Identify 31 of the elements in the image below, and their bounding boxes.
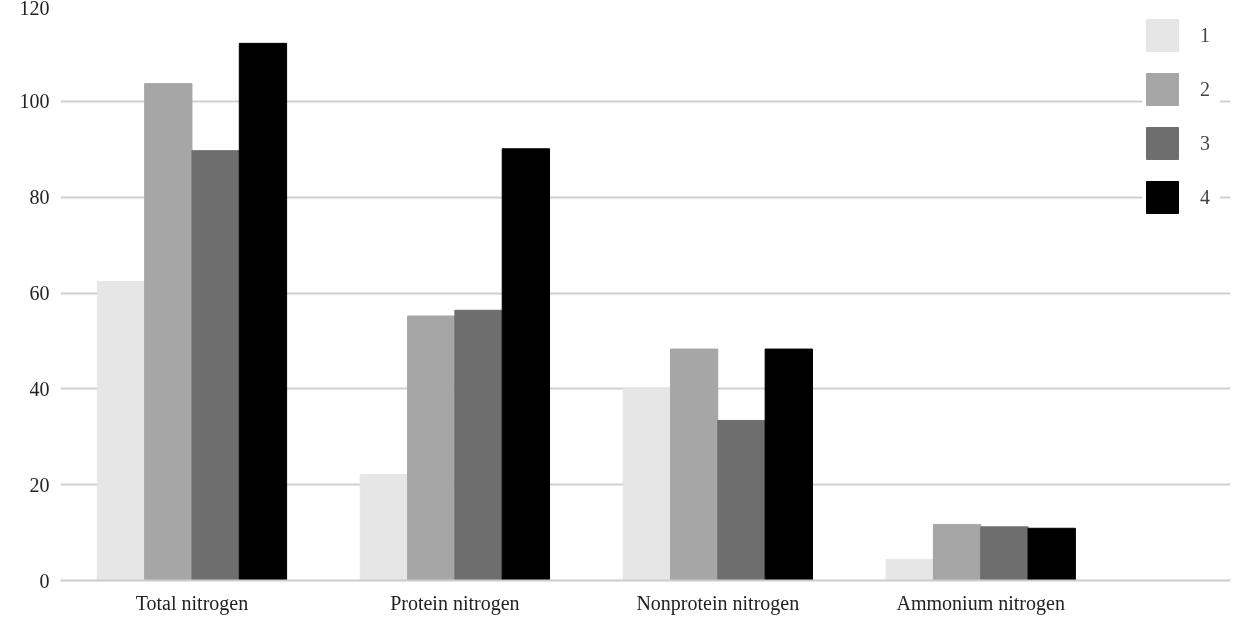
x-tick-label: Total nitrogen: [135, 591, 249, 615]
legend-label: 4: [1200, 185, 1211, 209]
bar: [96, 281, 146, 581]
y-tick-label: 80: [29, 186, 50, 209]
bar: [144, 83, 193, 581]
x-tick-label: Protein nitrogen: [390, 591, 520, 615]
y-tick-label: 0: [39, 569, 50, 592]
bar: [764, 348, 813, 581]
bar: [980, 526, 1029, 581]
bar: [238, 42, 288, 581]
legend-label: 1: [1200, 23, 1211, 47]
x-tick-label: Nonprotein nitrogen: [636, 591, 800, 615]
bar: [669, 348, 719, 581]
bar: [501, 148, 551, 581]
bar: [932, 523, 982, 581]
bar: [454, 309, 503, 581]
legend-label: 3: [1200, 131, 1211, 155]
y-tick-label: 100: [19, 90, 50, 113]
y-tick-label: 40: [29, 377, 50, 400]
bar: [407, 315, 456, 581]
y-tick-label: 120: [19, 0, 50, 19]
x-tick-label: Ammonium nitrogen: [896, 591, 1065, 615]
y-tick-label: 20: [29, 473, 50, 496]
bar: [1027, 527, 1076, 581]
y-tick-label: 60: [29, 282, 50, 304]
legend-label: 2: [1200, 77, 1211, 101]
bar: [885, 558, 934, 581]
bar: [717, 419, 766, 581]
bar: [622, 388, 671, 581]
bar: [359, 474, 409, 581]
bar: [191, 150, 240, 581]
